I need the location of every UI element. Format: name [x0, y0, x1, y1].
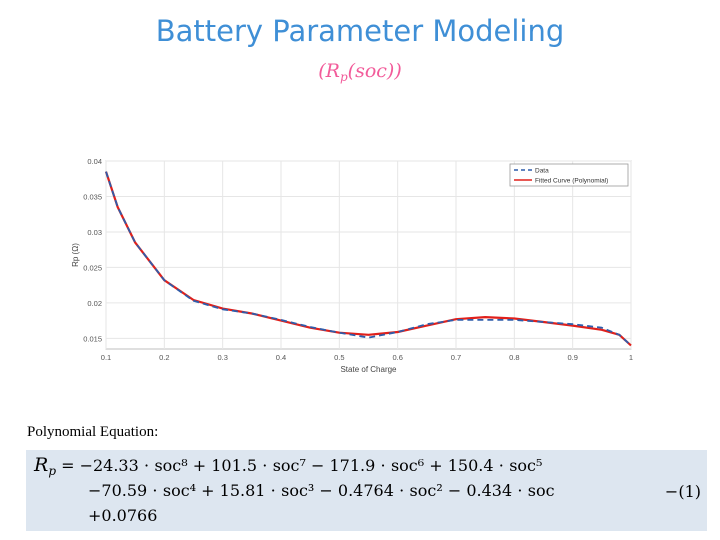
equation-lhs-R: R [34, 454, 49, 476]
subtitle-p: p [339, 70, 348, 84]
x-tick-label: 0.4 [276, 353, 286, 362]
equation-lhs-p: p [48, 464, 56, 478]
subtitle-R: R [325, 60, 340, 82]
x-tick-label: 0.2 [159, 353, 169, 362]
y-tick-label: 0.025 [83, 263, 102, 272]
x-tick-label: 0.6 [392, 353, 402, 362]
x-tick-label: 1 [629, 353, 633, 362]
slide-title: Battery Parameter Modeling [155, 14, 565, 48]
subtitle-rest: (soc)) [347, 60, 402, 82]
legend-box [509, 163, 629, 187]
equation-box: Rp = −24.33 ⋅ soc⁸ + 101.5 ⋅ soc⁷ − 171.… [26, 450, 707, 531]
y-axis-label: Rp (Ω) [71, 243, 80, 267]
equation-line-2: −70.59 ⋅ soc⁴ + 15.81 ⋅ soc³ − 0.4764 ⋅ … [88, 481, 555, 500]
series-line-fitted-curve [104, 171, 632, 347]
x-tick-label: 0.7 [451, 353, 461, 362]
x-tick-label: 0.9 [567, 353, 577, 362]
legend-entry: Data [535, 168, 549, 175]
y-tick-label: 0.02 [87, 299, 102, 308]
equation-number: −(1) [664, 482, 701, 501]
plot-area [105, 160, 632, 350]
slide-subtitle: (Rp(soc)) [0, 60, 720, 84]
x-tick-label: 0.8 [509, 353, 519, 362]
y-tick-label: 0.04 [87, 157, 102, 166]
y-tick-label: 0.035 [83, 192, 102, 201]
y-tick-label: 0.015 [83, 334, 102, 343]
equation-line-1-text: = −24.33 ⋅ soc⁸ + 101.5 ⋅ soc⁷ − 171.9 ⋅… [56, 456, 543, 475]
equation-line-3: +0.0766 [88, 506, 158, 525]
y-tick-label: 0.03 [87, 228, 102, 237]
series-line-data [105, 171, 632, 347]
x-tick-label: 0.3 [217, 353, 227, 362]
x-tick-label: 0.5 [334, 353, 344, 362]
rp-soc-chart: 0.1 0.2 0.3 0.4 0.5 0.6 0.7 0.8 0.9 1 0.04 0.035 0.0… [71, 157, 633, 374]
x-tick-label: 0.1 [101, 353, 111, 362]
polynomial-equation-label: Polynomial Equation: [27, 424, 159, 440]
subtitle-open: ( [318, 60, 326, 82]
legend-entry: Fitted Curve (Polynomial) [535, 178, 608, 185]
equation-line-1: Rp = −24.33 ⋅ soc⁸ + 101.5 ⋅ soc⁷ − 171.… [34, 454, 542, 478]
x-axis-label: State of Charge [340, 365, 397, 374]
